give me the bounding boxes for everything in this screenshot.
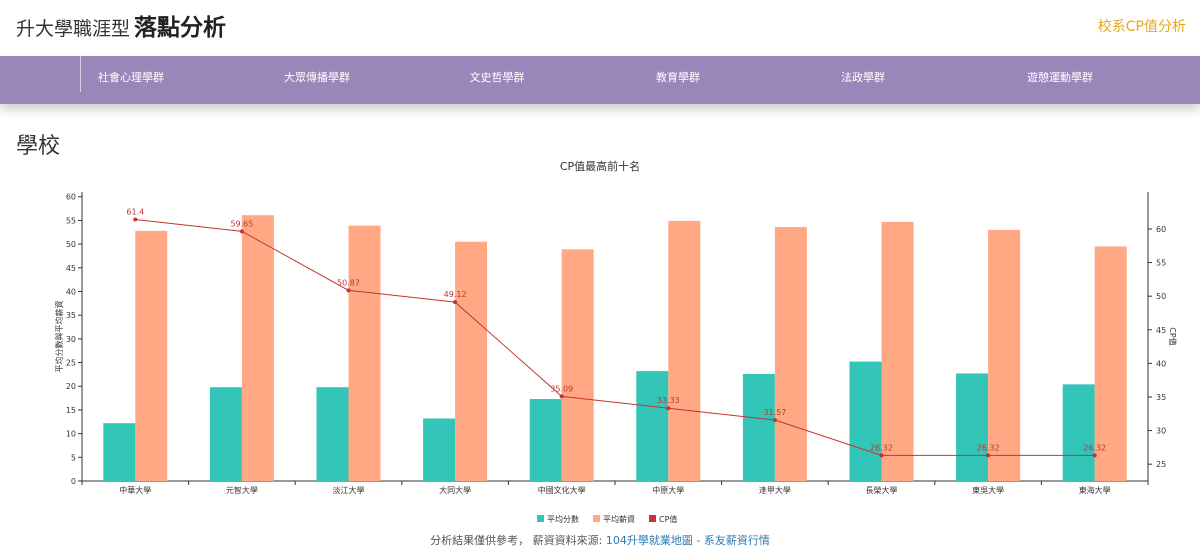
bar-avg-score [103, 423, 136, 481]
cp-value-point [133, 217, 138, 222]
x-tick-label: 東海大學 [1079, 485, 1111, 495]
cp-value-point [666, 406, 671, 411]
x-tick-label: 大同大學 [439, 485, 471, 495]
x-tick-label: 逢甲大學 [759, 485, 791, 495]
x-tick-label: 中原大學 [652, 485, 684, 495]
legend-label: CP值 [659, 514, 677, 524]
y2-tick-label: 30 [1156, 427, 1166, 436]
nav-item-law-politics[interactable]: 法政學群 [841, 71, 885, 84]
cp-value-point [346, 288, 351, 293]
cp-value-label: 26.32 [870, 443, 893, 452]
legend-label: 平均薪資 [603, 514, 635, 524]
y-tick-label: 20 [66, 382, 76, 391]
footer-note: 分析結果僅供參考， 薪資資料來源: 104升學就業地圖 - 系友薪資行情 [0, 532, 1200, 548]
bar-avg-salary [988, 229, 1021, 481]
section-title: 學校 [16, 134, 61, 159]
cp-value-label: 35.09 [550, 384, 573, 393]
bar-avg-salary [881, 221, 914, 481]
bar-avg-score [209, 387, 242, 481]
cp-value-label: 26.32 [1083, 443, 1106, 452]
legend-label: 平均分數 [547, 514, 579, 524]
bar-avg-salary [668, 220, 701, 481]
cp-value-point [772, 418, 777, 423]
bar-avg-score [636, 371, 669, 481]
cp-analysis-link[interactable]: 校系CP值分析 [1097, 19, 1186, 35]
cp-value-label: 49.12 [444, 290, 467, 299]
x-tick-label: 中國文化大學 [538, 485, 586, 495]
legend-swatch [593, 515, 600, 522]
bar-avg-score [849, 361, 882, 481]
cp-value-line [135, 219, 1095, 456]
chart-title: CP值最高前十名 [560, 159, 640, 173]
legend-swatch [649, 515, 656, 522]
cp-value-point [1092, 453, 1097, 458]
y-tick-label: 5 [71, 453, 76, 462]
bar-avg-score [1062, 384, 1095, 481]
nav-item-literature-history-philosophy[interactable]: 文史哲學群 [469, 71, 525, 84]
cp-value-label: 50.87 [337, 278, 360, 287]
x-tick-label: 長榮大學 [866, 485, 898, 495]
y2-tick-label: 55 [1156, 259, 1166, 268]
bar-avg-score [956, 373, 989, 481]
y-tick-label: 30 [66, 335, 76, 344]
y-tick-label: 0 [71, 477, 76, 486]
bar-avg-score [529, 399, 562, 481]
y-tick-label: 10 [66, 430, 76, 439]
brand-prefix: 升大學職涯型 [16, 18, 131, 40]
footer-note-text: 分析結果僅供參考， 薪資資料來源: [430, 534, 606, 547]
cp-value-point [239, 229, 244, 234]
nav-divider [80, 56, 81, 92]
bar-avg-score [316, 387, 349, 481]
cp-value-label: 31.57 [763, 408, 786, 417]
y2-axis-title: CP值 [1168, 327, 1178, 345]
nav-item-social-psychology[interactable]: 社會心理學群 [98, 71, 164, 84]
bar-avg-salary [455, 241, 488, 481]
bar-avg-salary [1094, 246, 1127, 481]
bar-avg-score [423, 418, 456, 481]
y2-tick-label: 60 [1156, 225, 1166, 234]
y-axis-title: 平均分數與平均薪資 [54, 301, 64, 373]
bar-avg-salary [241, 215, 274, 481]
y-tick-label: 55 [66, 216, 76, 225]
nav-item-mass-communication[interactable]: 大眾傳播學群 [284, 71, 350, 84]
x-tick-label: 元智大學 [226, 485, 258, 495]
brand-main: 落點分析 [134, 15, 227, 41]
top-header: 升大學職涯型 落點分析 校系CP值分析 [0, 0, 1200, 56]
nav-item-recreation-sports[interactable]: 遊憩運動學群 [1027, 71, 1093, 84]
y-tick-label: 15 [66, 406, 76, 415]
bar-avg-salary [135, 230, 168, 481]
x-tick-label: 中華大學 [119, 485, 151, 495]
category-navbar: 社會心理學群 大眾傳播學群 文史哲學群 教育學群 法政學群 遊憩運動學群 [0, 56, 1200, 104]
cp-ranking-chart: CP值最高前十名 0 5 10 15 20 25 30 35 40 45 50 55 60 25 30 35 40… [54, 159, 1178, 524]
y-tick-label: 45 [66, 264, 76, 273]
cp-value-point [559, 394, 564, 399]
cp-value-label: 59.65 [230, 219, 253, 228]
cp-value-point [453, 300, 458, 305]
salary-source-link[interactable]: 104升學就業地圖 - 系友薪資行情 [605, 534, 770, 547]
y2-tick-label: 45 [1156, 326, 1166, 335]
y2-tick-label: 50 [1156, 292, 1166, 301]
y2-tick-label: 25 [1156, 460, 1166, 469]
nav-item-education[interactable]: 教育學群 [656, 71, 700, 84]
bar-avg-salary [348, 225, 381, 481]
cp-value-point [986, 453, 991, 458]
y-tick-label: 25 [66, 359, 76, 368]
cp-value-label: 61.4 [126, 208, 144, 217]
x-tick-label: 淡江大學 [333, 485, 365, 495]
y-tick-label: 50 [66, 240, 76, 249]
y-tick-label: 40 [66, 287, 76, 296]
y-tick-label: 60 [66, 193, 76, 202]
bar-avg-salary [774, 227, 807, 481]
cp-value-label: 26.32 [977, 443, 1000, 452]
legend-swatch [537, 515, 544, 522]
cp-value-point [879, 453, 884, 458]
y2-tick-label: 40 [1156, 359, 1166, 368]
y-tick-label: 35 [66, 311, 76, 320]
site-brand[interactable]: 升大學職涯型 落點分析 [16, 8, 226, 42]
bar-avg-score [742, 373, 775, 481]
bar-avg-salary [561, 249, 594, 481]
x-tick-label: 東吳大學 [972, 485, 1004, 495]
cp-value-label: 33.33 [657, 396, 680, 405]
y2-tick-label: 35 [1156, 393, 1166, 402]
